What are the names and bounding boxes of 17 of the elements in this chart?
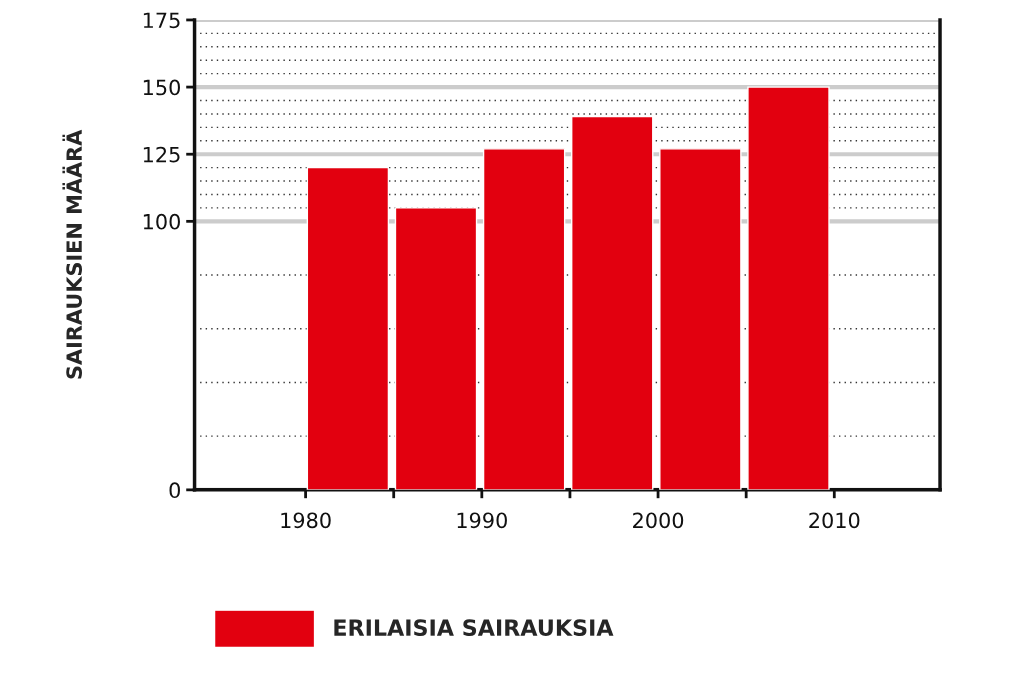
y-tick-label: 150 bbox=[143, 79, 180, 96]
y-tick-label: 125 bbox=[143, 146, 180, 163]
x-tick-label: 1990 bbox=[457, 512, 507, 529]
legend-label: ERILAISIA SAIRAUKSIA bbox=[334, 619, 614, 637]
y-tick-label: 175 bbox=[143, 12, 180, 29]
bar bbox=[482, 148, 566, 490]
y-tick-label: 100 bbox=[143, 213, 180, 230]
y-axis-title: SAIRAUKSIEN MÄÄRÄ bbox=[62, 129, 83, 379]
x-tick-label: 1980 bbox=[281, 512, 331, 529]
bar bbox=[571, 115, 654, 490]
bar bbox=[306, 166, 390, 490]
x-tick-label: 2010 bbox=[809, 512, 860, 529]
bar bbox=[747, 86, 830, 490]
y-tick-label: 0 bbox=[169, 482, 180, 499]
bar bbox=[394, 207, 478, 490]
bar bbox=[659, 148, 742, 490]
x-tick-label: 2000 bbox=[633, 512, 684, 529]
